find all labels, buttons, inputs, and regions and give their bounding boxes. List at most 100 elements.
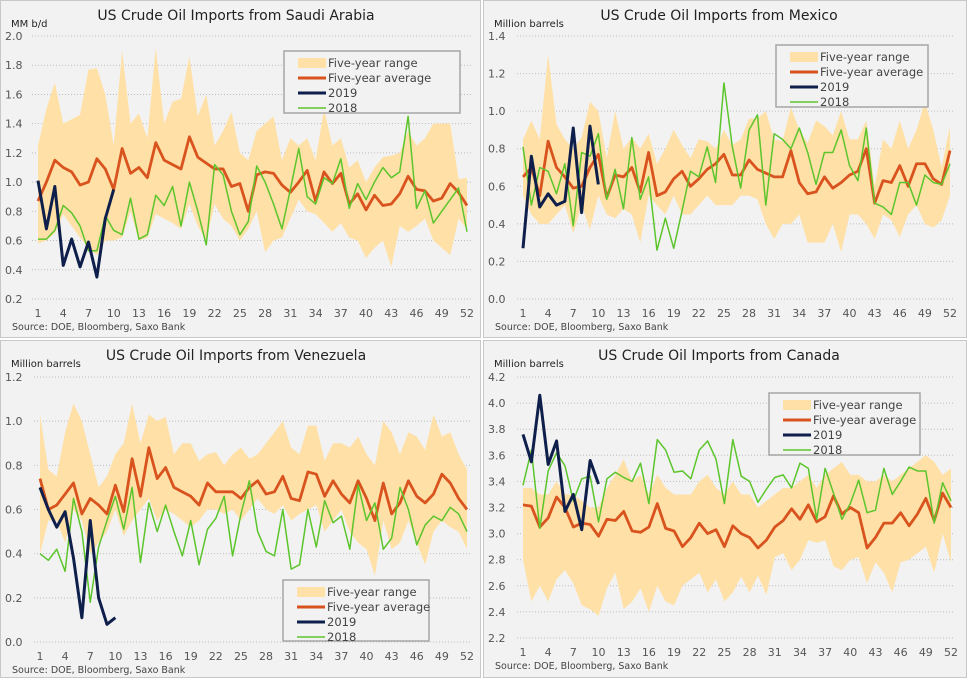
five-year-range-band bbox=[40, 403, 467, 576]
y-tick-label: 3.2 bbox=[488, 502, 506, 515]
legend-label: 2019 bbox=[328, 86, 357, 100]
x-tick-label: 40 bbox=[360, 650, 374, 663]
x-tick-label: 4 bbox=[545, 646, 552, 659]
x-tick-label: 43 bbox=[385, 650, 399, 663]
x-tick-label: 22 bbox=[209, 650, 223, 663]
y-tick-label: 4.0 bbox=[488, 397, 506, 410]
chart-mexico: US Crude Oil Imports from Mexico Million … bbox=[483, 0, 967, 338]
x-tick-label: 19 bbox=[667, 646, 681, 659]
x-tick-label: 28 bbox=[259, 650, 273, 663]
y-tick-label: 1.6 bbox=[5, 88, 23, 101]
series-2019-line bbox=[521, 393, 600, 532]
y-tick-label: 1.8 bbox=[5, 59, 23, 72]
x-tick-label: 40 bbox=[359, 307, 373, 320]
x-tick-label: 19 bbox=[182, 307, 196, 320]
legend-label: 2018 bbox=[813, 443, 842, 457]
five-year-range-band bbox=[523, 455, 951, 616]
x-tick-label: 4 bbox=[60, 307, 67, 320]
x-tick-label: 52 bbox=[943, 307, 957, 320]
x-tick-label: 31 bbox=[283, 307, 297, 320]
x-tick-label: 7 bbox=[87, 650, 94, 663]
y-tick-label: 1.2 bbox=[488, 68, 506, 81]
legend-label: 2018 bbox=[820, 95, 849, 109]
x-tick-label: 40 bbox=[843, 646, 857, 659]
series-2018-line bbox=[38, 115, 468, 252]
chart-title: US Crude Oil Imports from Saudi Arabia bbox=[97, 8, 374, 24]
x-tick-label: 43 bbox=[868, 646, 882, 659]
x-tick-label: 37 bbox=[817, 307, 831, 320]
x-tick-label: 34 bbox=[309, 307, 323, 320]
x-tick-label: 43 bbox=[384, 307, 398, 320]
x-tick-label: 49 bbox=[435, 650, 449, 663]
y-tick-label: 1.2 bbox=[5, 147, 23, 160]
x-tick-label: 7 bbox=[85, 307, 92, 320]
x-tick-label: 16 bbox=[642, 307, 656, 320]
x-tick-label: 25 bbox=[717, 646, 731, 659]
y-tick-label: 3.8 bbox=[488, 423, 506, 436]
y-tick-label: 0.8 bbox=[5, 459, 23, 472]
legend-label: Five-year average bbox=[820, 65, 923, 79]
chart-title: US Crude Oil Imports from Canada bbox=[598, 348, 840, 364]
x-tick-label: 46 bbox=[410, 650, 424, 663]
x-tick-label: 10 bbox=[107, 307, 121, 320]
y-tick-label: 0.4 bbox=[5, 548, 23, 561]
x-tick-label: 31 bbox=[768, 646, 782, 659]
x-tick-label: 46 bbox=[410, 307, 424, 320]
x-tick-label: 49 bbox=[919, 646, 933, 659]
x-tick-label: 7 bbox=[570, 307, 577, 320]
x-tick-label: 25 bbox=[717, 307, 731, 320]
five-year-average-line bbox=[522, 491, 953, 550]
x-tick-label: 46 bbox=[894, 646, 908, 659]
x-tick-label: 1 bbox=[35, 307, 42, 320]
x-tick-label: 34 bbox=[793, 646, 807, 659]
legend-label: 2018 bbox=[328, 101, 357, 115]
y-tick-label: 2.2 bbox=[488, 632, 506, 645]
y-tick-label: 4.2 bbox=[488, 371, 506, 384]
legend-label: Five-year range bbox=[328, 56, 418, 70]
legend-label: 2019 bbox=[327, 615, 356, 629]
y-tick-label: 1.0 bbox=[5, 415, 23, 428]
source-note: Source: DOE, Bloomberg, Saxo Bank bbox=[495, 322, 669, 333]
x-tick-label: 37 bbox=[334, 650, 348, 663]
x-tick-label: 43 bbox=[868, 307, 882, 320]
y-tick-label: 3.4 bbox=[488, 475, 506, 488]
series-2019-line bbox=[521, 124, 600, 249]
legend-label: 2019 bbox=[813, 428, 842, 442]
x-tick-label: 13 bbox=[133, 650, 147, 663]
y-tick-label: 2.0 bbox=[5, 30, 23, 43]
x-tick-label: 16 bbox=[157, 307, 171, 320]
x-tick-label: 25 bbox=[234, 650, 248, 663]
y-tick-label: 0.2 bbox=[5, 293, 23, 306]
x-tick-label: 19 bbox=[667, 307, 681, 320]
chart-saudi-arabia: US Crude Oil Imports from Saudi Arabia MM… bbox=[0, 0, 481, 338]
legend-label: Five-year range bbox=[813, 398, 903, 412]
x-tick-label: 22 bbox=[692, 307, 706, 320]
y-tick-label: 1.2 bbox=[5, 371, 23, 384]
chart-title: US Crude Oil Imports from Venezuela bbox=[106, 348, 366, 364]
x-tick-label: 37 bbox=[334, 307, 348, 320]
y-tick-label: 1.0 bbox=[488, 105, 506, 118]
y-tick-label: 0.8 bbox=[488, 143, 506, 156]
y-axis-label: Million barrels bbox=[494, 359, 564, 370]
series-2018-line bbox=[522, 438, 952, 530]
chart-canada: US Crude Oil Imports from Canada Million … bbox=[483, 340, 967, 678]
x-tick-label: 52 bbox=[460, 307, 474, 320]
y-tick-label: 0.0 bbox=[488, 293, 506, 306]
y-tick-label: 1.4 bbox=[488, 30, 506, 43]
series-2018-line bbox=[39, 480, 468, 603]
x-tick-label: 1 bbox=[520, 646, 527, 659]
x-tick-label: 7 bbox=[570, 646, 577, 659]
x-tick-label: 28 bbox=[258, 307, 272, 320]
x-tick-label: 13 bbox=[132, 307, 146, 320]
five-year-range-band bbox=[38, 47, 467, 267]
legend-label: 2019 bbox=[820, 80, 849, 94]
series-2019-line bbox=[36, 180, 116, 279]
x-tick-label: 10 bbox=[592, 646, 606, 659]
y-axis-label: Million barrels bbox=[494, 19, 564, 30]
source-note: Source: DOE, Bloomberg, Saxo Bank bbox=[12, 322, 186, 333]
y-tick-label: 0.4 bbox=[488, 218, 506, 231]
source-note: Source: DOE, Bloomberg, Saxo Bank bbox=[495, 661, 669, 672]
